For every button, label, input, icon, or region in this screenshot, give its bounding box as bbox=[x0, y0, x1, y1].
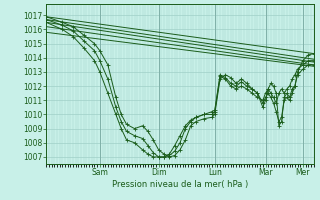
X-axis label: Pression niveau de la mer( hPa ): Pression niveau de la mer( hPa ) bbox=[112, 180, 248, 189]
